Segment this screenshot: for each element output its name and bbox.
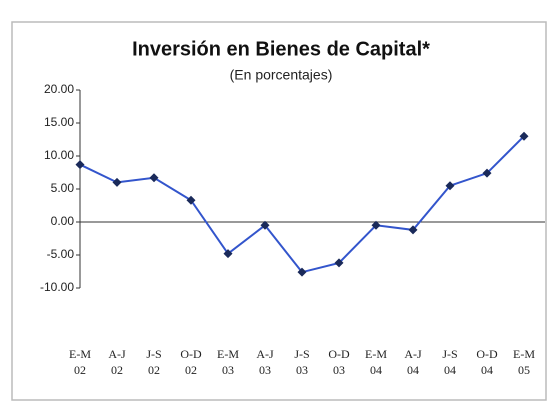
x-tick-label: E-M 02 xyxy=(69,347,91,377)
y-tick-label: 15.00 xyxy=(44,115,74,129)
x-tick-label: E-M 04 xyxy=(365,347,387,377)
point-marker xyxy=(519,131,529,141)
point-marker xyxy=(149,173,159,183)
y-tick-label: 10.00 xyxy=(44,148,74,162)
point-marker xyxy=(408,225,418,235)
y-tick-label: 0.00 xyxy=(51,214,75,228)
point-marker xyxy=(334,258,344,268)
x-tick-label: A-J 04 xyxy=(404,347,422,377)
x-tick-label: E-M 05 xyxy=(513,347,535,377)
point-marker xyxy=(445,181,455,191)
point-marker xyxy=(186,195,196,205)
y-tick-label: 5.00 xyxy=(51,181,75,195)
x-tick-label: J-S 02 xyxy=(146,347,162,377)
y-tick-label: -10.00 xyxy=(40,280,74,294)
x-tick-label: O-D 04 xyxy=(476,347,498,377)
point-marker xyxy=(75,160,85,170)
point-marker xyxy=(260,220,270,230)
point-marker xyxy=(297,267,307,277)
chart-subtitle: (En porcentajes) xyxy=(230,67,333,83)
point-marker xyxy=(482,168,492,178)
x-tick-label: O-D 02 xyxy=(180,347,202,377)
point-marker xyxy=(112,177,122,187)
x-tick-label: A-J 03 xyxy=(256,347,274,377)
chart-title: Inversión en Bienes de Capital* xyxy=(132,38,430,60)
x-tick-label: J-S 03 xyxy=(294,347,310,377)
point-marker xyxy=(223,249,233,259)
chart-frame xyxy=(11,21,547,401)
y-tick-label: 20.00 xyxy=(44,82,74,96)
x-tick-label: J-S 04 xyxy=(442,347,458,377)
x-tick-label: O-D 03 xyxy=(328,347,350,377)
x-tick-label: E-M 03 xyxy=(217,347,239,377)
x-tick-label: A-J 02 xyxy=(108,347,126,377)
y-tick-label: -5.00 xyxy=(47,247,75,261)
point-marker xyxy=(371,220,381,230)
